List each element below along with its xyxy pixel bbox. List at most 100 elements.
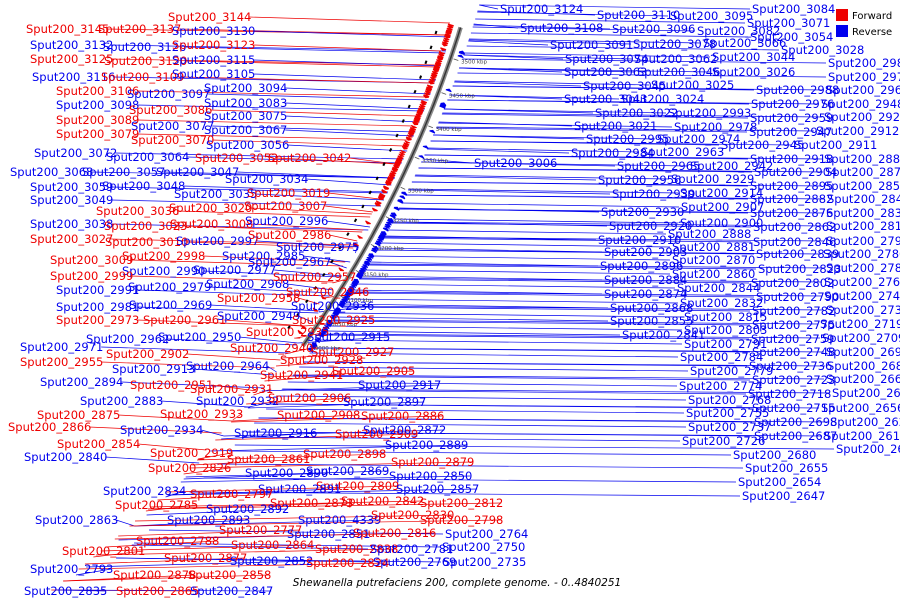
gene-label: Sput200_2989 — [828, 56, 900, 70]
leader-line — [118, 529, 301, 537]
leader-line — [146, 508, 288, 516]
leader-line — [414, 175, 597, 181]
leader-line — [137, 306, 319, 314]
leader-line — [111, 199, 382, 207]
leader-line — [298, 297, 320, 305]
leader-line — [203, 477, 737, 483]
gene-label: Sput200_2940 — [230, 341, 313, 355]
leader-line — [411, 181, 823, 187]
leader-line — [86, 560, 312, 568]
gene-label: Sput200_3091 — [550, 38, 633, 52]
leader-line — [322, 334, 750, 340]
reverse-gene-arrow — [370, 249, 377, 254]
gene-label: Sput200_2896 — [600, 259, 683, 273]
gene-label: Sput200_2775 — [752, 318, 835, 332]
leader-line — [177, 210, 371, 218]
leader-line — [89, 426, 222, 434]
leader-line — [193, 368, 275, 376]
leader-line — [224, 319, 305, 327]
gene-label: Sput200_3116 — [32, 70, 115, 84]
forward-gene-arrow — [398, 153, 405, 157]
gene-label: Sput200_3049 — [30, 193, 113, 207]
leader-line — [185, 60, 436, 68]
gene-label: Sput200_2870 — [672, 253, 755, 267]
leader-line — [292, 375, 751, 381]
leader-line — [241, 436, 681, 442]
leader-line — [359, 277, 823, 283]
leader-line — [253, 388, 272, 396]
gene-label: Sput200_2809 — [316, 479, 399, 493]
gene-label: Sput200_2946 — [286, 285, 369, 299]
gene-label: Sput200_2859 — [824, 179, 900, 193]
leader-line — [276, 157, 397, 165]
forward-gene-arrow — [441, 43, 448, 47]
leader-line — [377, 247, 603, 253]
gene-label: Sput200_2858 — [188, 568, 271, 582]
gene-label: Sput200_3075 — [204, 109, 287, 123]
leader-line — [210, 304, 320, 312]
leader-line — [372, 255, 671, 261]
gene-label: Sput200_2834 — [103, 484, 186, 498]
gene-label: Sput200_3052 — [195, 151, 278, 165]
leader-line — [405, 194, 826, 200]
gene-label: Sput200_2958 — [217, 291, 300, 305]
gene-label: Sput200_2769 — [373, 555, 456, 569]
leader-line — [257, 240, 359, 248]
gene-label: Sput200_2781 — [370, 542, 453, 556]
gene-label: Sput200_2908 — [277, 408, 360, 422]
gene-label: Sput200_2862 — [753, 220, 836, 234]
leader-line — [318, 339, 683, 345]
other-feature-mark — [434, 30, 438, 35]
gene-label: Sput200_3068 — [10, 165, 93, 179]
leader-line — [137, 119, 414, 127]
reverse-gene-arrow — [429, 129, 436, 134]
leader-line — [196, 453, 385, 461]
leader-line — [287, 381, 678, 387]
other-feature-mark — [401, 119, 405, 123]
gene-label: Sput200_2792 — [826, 234, 900, 248]
leader-line — [165, 485, 398, 493]
leader-line — [462, 58, 827, 64]
gene-label: Sput200_2760 — [824, 275, 900, 289]
gene-label: Sput200_2979 — [128, 280, 211, 294]
axis-tick-label: 3450 kbp — [449, 93, 475, 99]
gene-label: Sput200_2857 — [396, 482, 479, 496]
other-feature-mark — [413, 89, 417, 94]
leader-line — [282, 388, 831, 394]
leader-line — [183, 185, 389, 193]
leader-line — [129, 519, 502, 527]
leader-line — [367, 264, 757, 270]
gene-label: Sput200_2906 — [268, 391, 351, 405]
gene-label: Sput200_3120 — [104, 54, 187, 68]
gene-label: Sput200_2798 — [420, 513, 503, 527]
reverse-gene-arrow — [309, 345, 315, 350]
leader-line — [276, 395, 687, 401]
axis-tick — [324, 319, 329, 323]
gene-label: Sput200_2656 — [821, 401, 900, 415]
gene-label: Sput200_2967 — [248, 255, 331, 269]
leader-line — [341, 306, 751, 312]
leader-line — [186, 241, 354, 249]
gene-label: Sput200_2782 — [752, 304, 835, 318]
leader-line — [427, 147, 640, 153]
reverse-gene-arrow — [457, 54, 464, 59]
gene-label: Sput200_2904 — [754, 165, 837, 179]
gene-label: Sput200_3071 — [747, 16, 830, 30]
leader-line — [401, 202, 680, 208]
gene-label: Sput200_2863 — [35, 513, 118, 527]
forward-gene-arrow — [444, 35, 451, 39]
axis-tick — [414, 156, 420, 160]
gene-label: Sput200_2911 — [794, 138, 877, 152]
gene-label: Sput200_2956 — [598, 173, 681, 187]
gene-label: Sput200_2657 — [832, 386, 900, 400]
gene-label: Sput200_2801 — [62, 544, 145, 558]
forward-gene-arrow — [443, 37, 450, 41]
leader-line — [382, 237, 752, 243]
gene-label: Sput200_2810 — [826, 219, 900, 233]
gene-label: Sput200_3108 — [520, 21, 603, 35]
leader-line — [184, 46, 446, 54]
gene-label: Sput200_2626 — [830, 415, 900, 429]
reverse-gene-arrow — [355, 275, 362, 280]
leader-line — [430, 140, 793, 146]
gene-label: Sput200_2913 — [112, 362, 195, 376]
